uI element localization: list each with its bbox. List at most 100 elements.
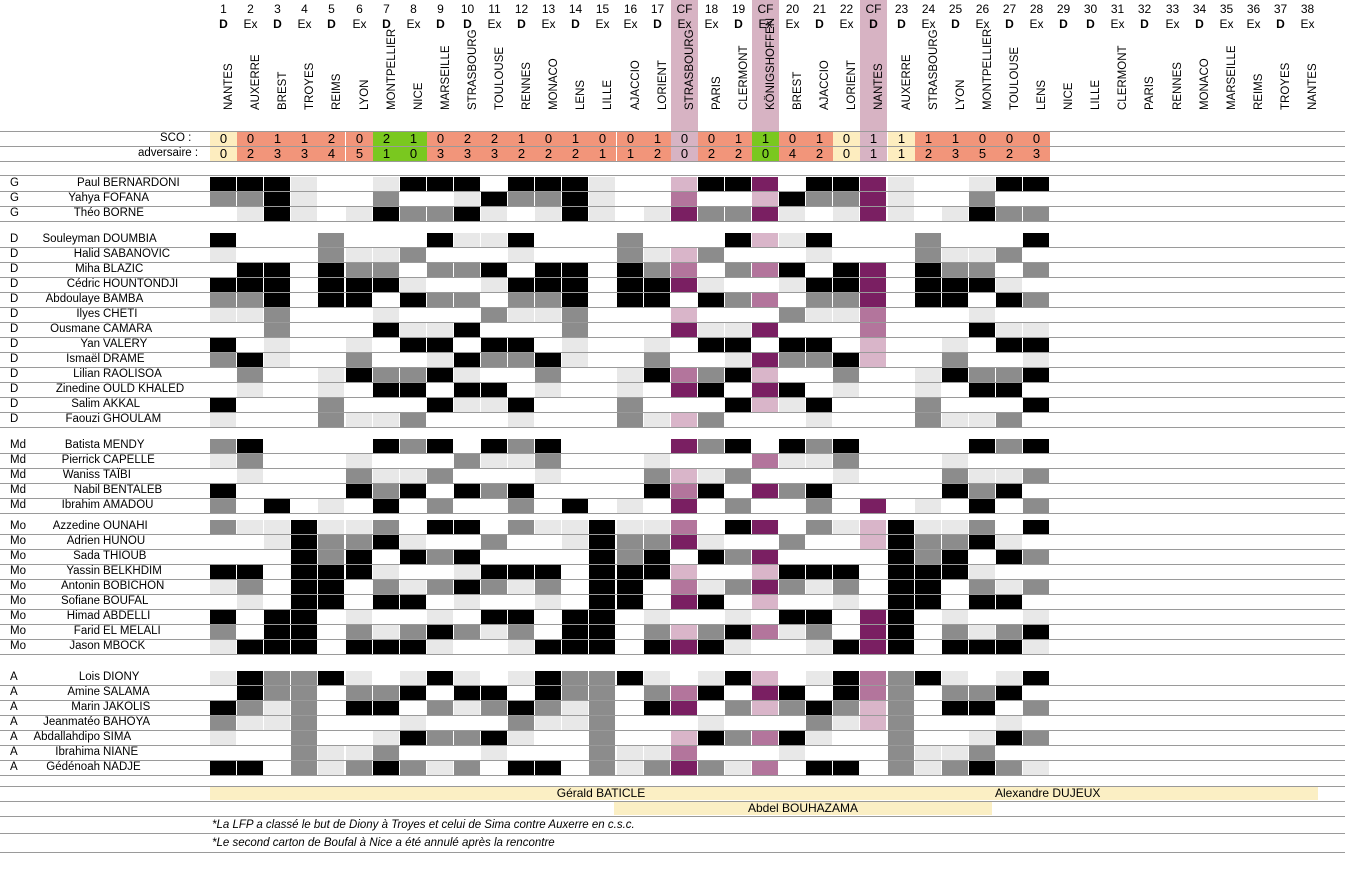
- appearance-cell: [644, 454, 670, 468]
- appearance-cell: [318, 499, 344, 513]
- match-number: 10: [460, 2, 475, 16]
- row-divider: [0, 715, 1345, 716]
- appearance-cell: [996, 278, 1022, 292]
- row-divider: [0, 352, 1345, 353]
- appearance-cell: [888, 640, 914, 654]
- appearance-cell: [996, 293, 1022, 307]
- appearance-cell: [264, 308, 290, 322]
- appearance-cell: [860, 716, 886, 730]
- adversary-goals: 2: [806, 146, 833, 161]
- appearance-cell: [725, 640, 751, 654]
- adversary-goals: 3: [264, 146, 291, 161]
- row-divider: [0, 427, 1345, 428]
- appearance-cell: [752, 177, 778, 191]
- appearance-cell: [210, 761, 236, 775]
- appearance-cell: [779, 233, 805, 247]
- appearance-cell: [210, 177, 236, 191]
- opponent-name: REIMS: [318, 0, 345, 110]
- sco-goals: 0: [698, 131, 725, 146]
- appearance-cell: [671, 177, 697, 191]
- player-first-name: Gédénoah: [46, 761, 100, 773]
- appearance-cell: [779, 565, 805, 579]
- opponent-label: REIMS: [1252, 73, 1265, 110]
- appearance-cell: [264, 716, 290, 730]
- sco-goals: 1: [752, 131, 779, 146]
- appearance-cell: [400, 595, 426, 609]
- appearance-cell: [942, 484, 968, 498]
- appearance-cell: [508, 177, 534, 191]
- appearance-cell: [806, 716, 832, 730]
- appearance-cell: [1023, 499, 1049, 513]
- cup-column-header-bg: [860, 0, 887, 131]
- appearance-cell: [481, 625, 507, 639]
- appearance-cell: [644, 469, 670, 483]
- appearance-cell: [562, 520, 588, 534]
- appearance-cell: [779, 263, 805, 277]
- player-last-name: BOBICHON: [103, 580, 165, 592]
- appearance-cell: [373, 565, 399, 579]
- row-divider: [0, 221, 1345, 222]
- appearance-cell: [427, 398, 453, 412]
- appearance-cell: [454, 293, 480, 307]
- player-first-name: Yan: [80, 338, 100, 350]
- appearance-cell: [725, 207, 751, 221]
- appearance-cell: [454, 520, 480, 534]
- appearance-cell: [210, 484, 236, 498]
- player-first-name: Lois: [78, 671, 100, 683]
- sco-goals: 1: [508, 131, 535, 146]
- appearance-cell: [373, 731, 399, 745]
- opponent-label: MONTPELLIER: [981, 28, 994, 110]
- appearance-cell: [752, 323, 778, 337]
- appearance-cell: [752, 293, 778, 307]
- coach-name: Alexandre DUJEUX: [992, 787, 1318, 800]
- appearance-cell: [562, 353, 588, 367]
- row-divider: [0, 833, 1345, 834]
- appearance-cell: [535, 565, 561, 579]
- match-venue: D: [897, 17, 906, 31]
- appearance-cell: [888, 565, 914, 579]
- appearance-cell: [888, 192, 914, 206]
- appearance-cell: [833, 520, 859, 534]
- player-last-name: BENTALEB: [103, 484, 163, 496]
- appearance-cell: [589, 550, 615, 564]
- appearance-cell: [210, 454, 236, 468]
- appearance-cell: [1023, 177, 1049, 191]
- appearance-cell: [373, 278, 399, 292]
- opponent-label: TROYES: [303, 62, 316, 110]
- appearance-cell: [264, 192, 290, 206]
- player-last-name: SABANOVIC: [103, 248, 171, 260]
- appearance-cell: [698, 671, 724, 685]
- match-number: 36: [1246, 2, 1261, 16]
- appearance-cell: [291, 686, 317, 700]
- appearance-cell: [535, 716, 561, 730]
- opponent-name: MONTPELLIER: [969, 0, 996, 110]
- appearance-cell: [752, 263, 778, 277]
- appearance-cell: [969, 499, 995, 513]
- appearance-cell: [806, 761, 832, 775]
- appearance-cell: [725, 671, 751, 685]
- appearance-cell: [562, 293, 588, 307]
- appearance-cell: [833, 439, 859, 453]
- appearance-cell: [860, 177, 886, 191]
- appearance-cell: [264, 499, 290, 513]
- appearance-cell: [291, 550, 317, 564]
- adversary-goals: 3: [291, 146, 318, 161]
- appearance-cell: [346, 565, 372, 579]
- player-position: A: [10, 746, 18, 758]
- appearance-cell: [860, 323, 886, 337]
- appearance-cell: [698, 550, 724, 564]
- footnote: *Le second carton de Boufal à Nice a été…: [212, 837, 555, 849]
- appearance-cell: [400, 293, 426, 307]
- appearance-cell: [318, 293, 344, 307]
- appearance-cell: [508, 308, 534, 322]
- appearance-cell: [237, 671, 263, 685]
- match-number: 2: [247, 2, 254, 16]
- appearance-cell: [752, 671, 778, 685]
- appearance-cell: [617, 293, 643, 307]
- appearance-cell: [969, 278, 995, 292]
- appearance-cell: [671, 469, 697, 483]
- player-position: D: [10, 323, 19, 335]
- appearance-cell: [1023, 550, 1049, 564]
- appearance-cell: [671, 248, 697, 262]
- appearance-cell: [589, 746, 615, 760]
